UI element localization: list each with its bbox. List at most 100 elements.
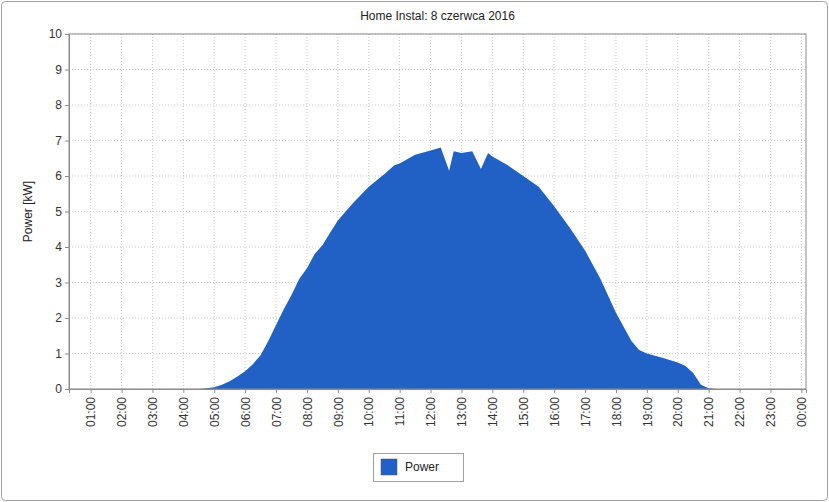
y-tick: 8 bbox=[55, 98, 69, 112]
y-tick: 6 bbox=[55, 169, 69, 183]
x-tick: 14:00 bbox=[486, 389, 500, 427]
y-tick-label: 3 bbox=[55, 276, 62, 290]
x-tick-label: 22:00 bbox=[733, 397, 747, 427]
y-tick-mark bbox=[65, 105, 69, 106]
x-tick: 13:00 bbox=[455, 389, 469, 427]
x-tick-label: 04:00 bbox=[177, 397, 191, 427]
x-tick-label: 19:00 bbox=[641, 397, 655, 427]
y-tick-mark bbox=[65, 70, 69, 71]
x-tick: 21:00 bbox=[702, 389, 716, 427]
y-tick: 10 bbox=[49, 27, 69, 41]
x-tick-label: 11:00 bbox=[393, 397, 407, 426]
legend-box bbox=[374, 454, 464, 482]
x-tick: 16:00 bbox=[548, 389, 562, 427]
x-tick: 17:00 bbox=[579, 389, 593, 427]
plot-frame bbox=[69, 34, 806, 389]
x-tick: 05:00 bbox=[208, 389, 222, 427]
x-tick: 02:00 bbox=[115, 389, 129, 427]
x-tick-label: 00:00 bbox=[795, 397, 809, 427]
x-tick-mark bbox=[183, 389, 184, 393]
x-grid-line bbox=[770, 34, 771, 389]
x-tick-mark bbox=[616, 389, 617, 393]
x-tick-label: 09:00 bbox=[332, 397, 346, 427]
x-tick-mark bbox=[678, 389, 679, 393]
y-tick-mark bbox=[65, 141, 69, 142]
y-tick-label: 9 bbox=[55, 63, 62, 77]
x-tick-mark bbox=[369, 389, 370, 393]
x-tick-mark bbox=[214, 389, 215, 393]
x-tick: 15:00 bbox=[517, 389, 531, 427]
chart-border bbox=[2, 2, 828, 501]
x-tick-mark bbox=[709, 389, 710, 393]
x-grid-line bbox=[245, 34, 246, 389]
y-tick: 9 bbox=[55, 63, 69, 77]
x-tick-label: 05:00 bbox=[208, 397, 222, 427]
x-tick: 22:00 bbox=[733, 389, 747, 427]
legend: Power bbox=[374, 454, 464, 482]
x-tick-mark bbox=[122, 389, 123, 393]
x-tick: 03:00 bbox=[146, 389, 160, 427]
x-tick-mark bbox=[152, 389, 153, 393]
series-area bbox=[69, 148, 806, 389]
y-tick: 1 bbox=[55, 347, 69, 361]
x-grid-line bbox=[152, 34, 153, 389]
x-tick-mark bbox=[338, 389, 339, 393]
x-tick-label: 08:00 bbox=[301, 397, 315, 427]
x-tick-label: 21:00 bbox=[702, 397, 716, 427]
x-tick-mark bbox=[431, 389, 432, 393]
x-tick-mark bbox=[307, 389, 308, 393]
y-tick: 5 bbox=[55, 205, 69, 219]
chart-title: Home Instal: 8 czerwca 2016 bbox=[360, 9, 515, 23]
y-tick-label: 2 bbox=[55, 311, 62, 325]
x-tick: 10:00 bbox=[362, 389, 376, 427]
x-tick-mark bbox=[91, 389, 92, 393]
x-tick: 04:00 bbox=[177, 389, 191, 427]
y-tick-mark bbox=[65, 318, 69, 319]
x-axis-line bbox=[70, 390, 807, 394]
x-tick-mark bbox=[523, 389, 524, 393]
x-tick-mark bbox=[585, 389, 586, 393]
y-tick-mark bbox=[65, 389, 69, 390]
x-grid-line bbox=[646, 34, 647, 389]
x-tick-label: 01:00 bbox=[84, 397, 98, 427]
y-tick-mark bbox=[65, 176, 69, 177]
y-tick: 3 bbox=[55, 276, 69, 290]
x-tick: 12:00 bbox=[424, 389, 438, 427]
x-tick: 07:00 bbox=[270, 389, 284, 427]
y-grid-line bbox=[69, 140, 806, 141]
x-tick: 23:00 bbox=[764, 389, 778, 427]
y-tick-label: 5 bbox=[55, 205, 62, 219]
x-tick-mark bbox=[801, 389, 802, 393]
y-tick-mark bbox=[65, 247, 69, 248]
x-tick-mark bbox=[400, 389, 401, 393]
y-tick-mark bbox=[65, 283, 69, 284]
grid bbox=[69, 34, 806, 389]
x-tick-mark bbox=[245, 389, 246, 393]
x-tick-label: 03:00 bbox=[146, 397, 160, 427]
x-tick-label: 06:00 bbox=[239, 397, 253, 427]
x-tick: 00:00 bbox=[795, 389, 809, 427]
y-tick-label: 10 bbox=[49, 27, 63, 41]
x-tick: 09:00 bbox=[332, 389, 346, 427]
y-tick-label: 8 bbox=[55, 98, 62, 112]
x-tick-mark bbox=[554, 389, 555, 393]
x-tick-label: 12:00 bbox=[424, 397, 438, 427]
x-tick: 08:00 bbox=[301, 389, 315, 427]
y-tick-label: 6 bbox=[55, 169, 62, 183]
x-tick-label: 07:00 bbox=[270, 397, 284, 427]
y-axis-title: Power [kW] bbox=[21, 181, 35, 242]
y-axis-line bbox=[65, 35, 70, 390]
y-tick-label: 4 bbox=[55, 240, 62, 254]
x-grid-line bbox=[121, 34, 122, 389]
x-tick-label: 23:00 bbox=[764, 397, 778, 427]
x-tick-mark bbox=[276, 389, 277, 393]
x-tick-mark bbox=[461, 389, 462, 393]
y-tick: 2 bbox=[55, 311, 69, 325]
y-tick-mark bbox=[65, 354, 69, 355]
x-tick-mark bbox=[740, 389, 741, 393]
x-tick: 19:00 bbox=[641, 389, 655, 427]
x-tick-label: 02:00 bbox=[115, 397, 129, 427]
x-tick: 06:00 bbox=[239, 389, 253, 427]
x-tick-label: 17:00 bbox=[579, 397, 593, 427]
y-grid-line bbox=[69, 69, 806, 70]
